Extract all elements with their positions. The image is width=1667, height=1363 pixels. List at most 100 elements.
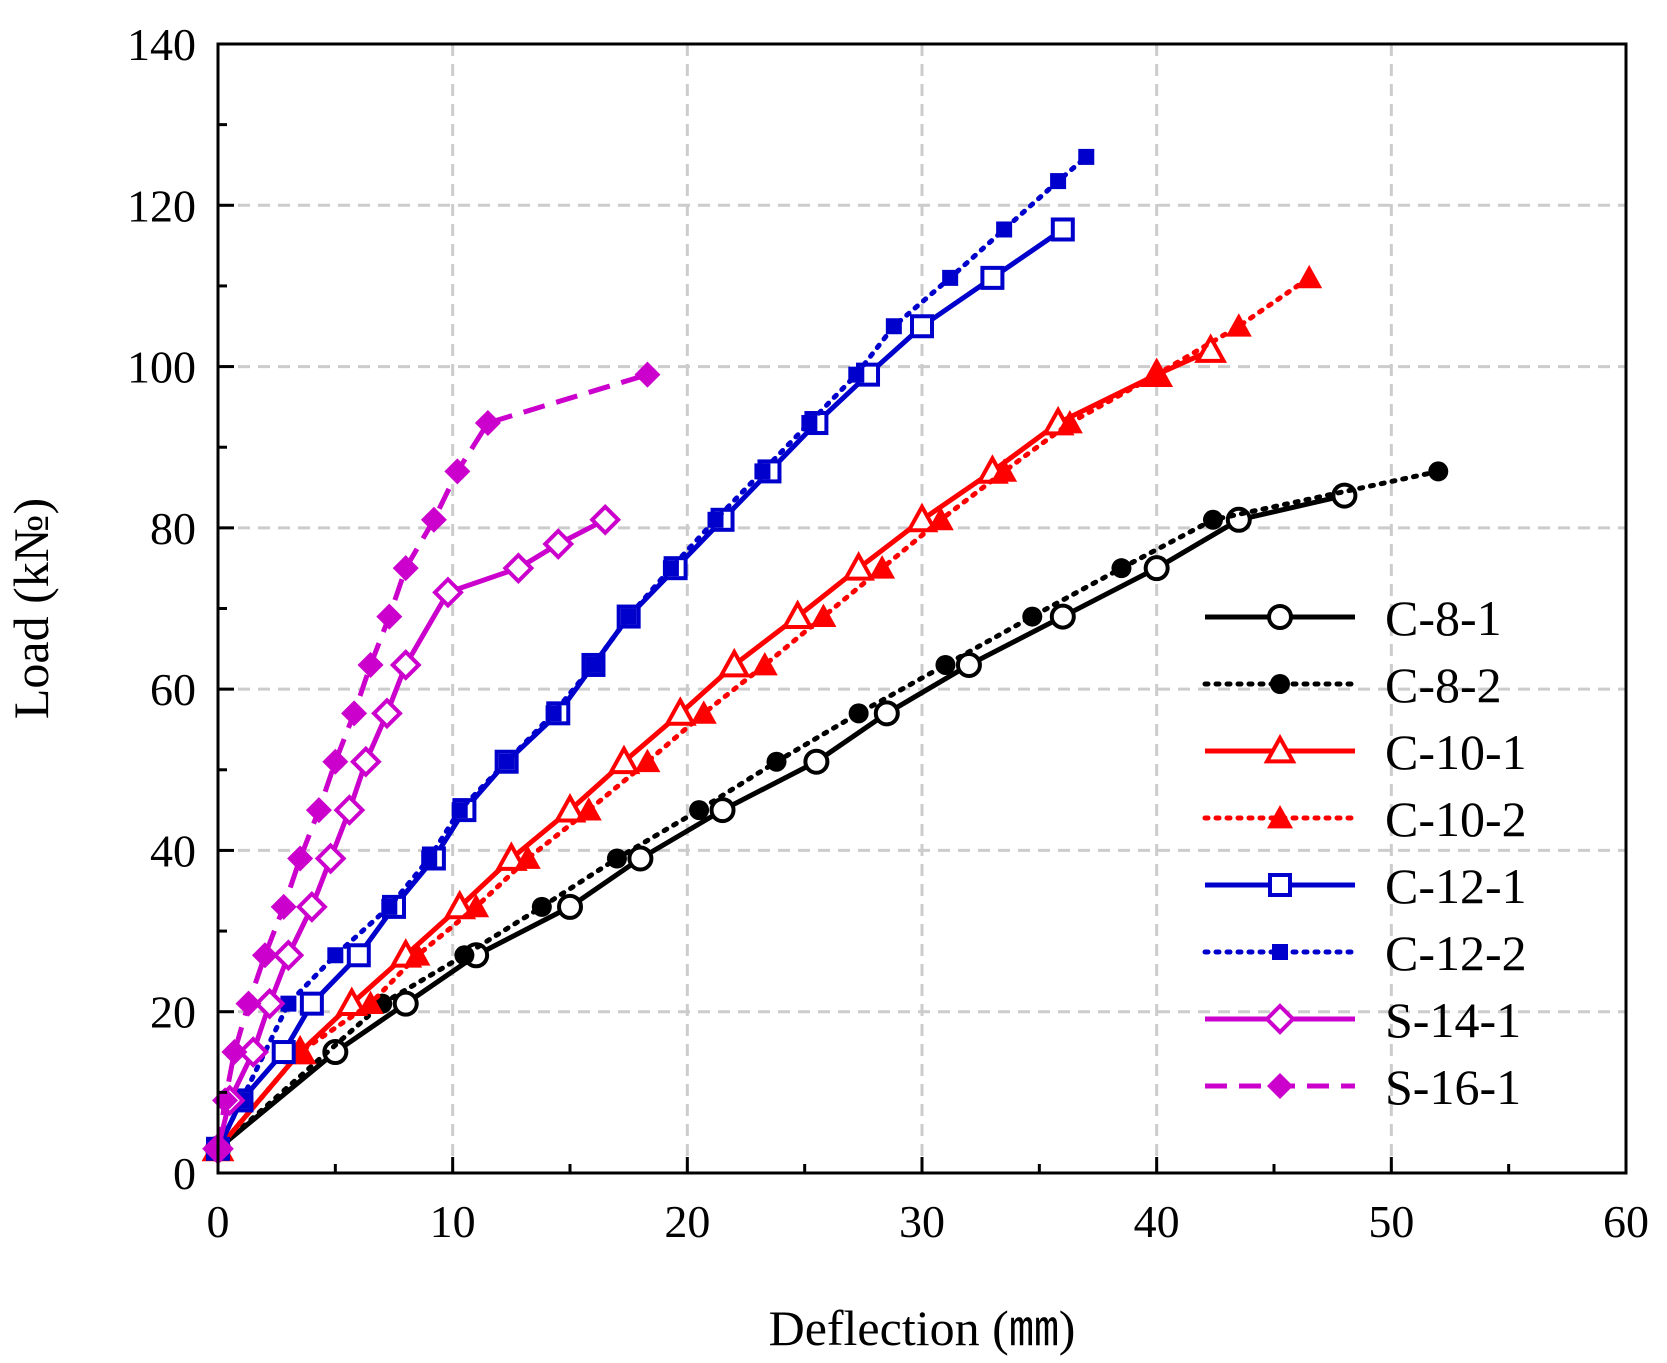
- data-point-s-16-1: [420, 506, 447, 533]
- legend-marker-c-8-1: [1267, 604, 1293, 630]
- y-tick-label: 100: [127, 342, 196, 393]
- data-point-c-8-2: [454, 945, 475, 966]
- data-point-s-14-1: [296, 891, 328, 923]
- data-point-c-12-2: [885, 318, 902, 335]
- y-tick-label: 80: [150, 503, 196, 554]
- data-point-s-16-1: [251, 942, 278, 969]
- series-c-8-1: [205, 482, 1358, 1162]
- data-point-c-8-2: [848, 703, 869, 724]
- legend-marker-c-8-2: [1270, 674, 1290, 694]
- y-tick-label: 0: [173, 1148, 196, 1199]
- data-point-c-10-1: [842, 551, 876, 581]
- data-point-c-8-2: [606, 848, 627, 869]
- legend: C-8-1 C-8-2 C-10-1 C-10-2 C-12-1 C-12-2 S-14-1…: [1202, 590, 1527, 1115]
- data-point-s-16-1: [392, 555, 419, 582]
- data-point-c-12-1: [346, 943, 371, 968]
- data-point-s-16-1: [357, 651, 384, 678]
- data-point-c-8-1: [557, 893, 583, 920]
- data-point-c-12-1: [271, 1040, 296, 1065]
- data-point-s-14-1: [237, 1036, 270, 1068]
- data-point-s-16-1: [444, 458, 471, 485]
- data-point-c-12-2: [381, 898, 398, 915]
- legend-label-c-10-2: C-10-2: [1385, 791, 1527, 847]
- data-point-c-12-2: [801, 415, 818, 432]
- data-point-c-12-2: [848, 366, 865, 383]
- data-point-c-10-1: [553, 792, 587, 823]
- legend-item-c-8-1: C-8-1: [1205, 590, 1502, 646]
- data-point-c-8-1: [803, 748, 830, 775]
- data-point-s-16-1: [322, 748, 349, 775]
- data-point-c-12-2: [545, 705, 562, 722]
- data-point-c-10-2: [1056, 410, 1083, 434]
- data-point-c-8-2: [1428, 461, 1449, 482]
- data-point-c-10-2: [810, 603, 837, 627]
- data-point-s-16-1: [376, 603, 403, 630]
- legend-marker-c-12-1: [1268, 873, 1292, 897]
- data-point-c-8-2: [1111, 558, 1132, 579]
- data-point-c-12-2: [585, 656, 602, 673]
- x-tick-label: 10: [430, 1196, 476, 1247]
- legend-item-c-12-2: C-12-2: [1202, 925, 1527, 981]
- data-point-c-8-2: [766, 751, 787, 772]
- legend-item-s-16-1: S-16-1: [1205, 1059, 1521, 1115]
- data-point-c-10-1: [663, 696, 697, 726]
- data-point-c-10-1: [905, 502, 939, 533]
- tick-labels: 0 10 20 30 40 50 60 0 20 40 60 80 100 120 140: [127, 19, 1649, 1247]
- x-tick-label: 50: [1368, 1196, 1414, 1247]
- x-axis-title: Deflection (㎜): [769, 1300, 1076, 1356]
- data-point-s-16-1: [305, 797, 332, 824]
- data-point-s-14-1: [589, 503, 622, 536]
- data-point-c-10-2: [463, 893, 490, 918]
- data-point-c-10-2: [404, 942, 431, 966]
- series-s-14-1: [202, 503, 622, 1165]
- data-point-s-14-1: [314, 842, 347, 875]
- data-point-c-8-1: [873, 700, 900, 727]
- y-tick-label: 120: [127, 180, 196, 231]
- legend-label-c-12-2: C-12-2: [1385, 925, 1527, 981]
- data-point-c-8-2: [935, 654, 956, 675]
- y-axis-title: Load (k№): [3, 498, 59, 719]
- data-point-c-8-2: [689, 800, 710, 821]
- data-point-c-12-2: [620, 608, 637, 625]
- data-point-c-12-2: [421, 850, 438, 867]
- series-layer: [201, 148, 1449, 1165]
- legend-marker-s-14-1: [1264, 1003, 1296, 1035]
- data-point-c-8-2: [1202, 509, 1223, 530]
- y-tick-label: 40: [150, 825, 196, 876]
- data-point-c-12-1: [980, 265, 1005, 290]
- x-tick-label: 30: [899, 1196, 945, 1247]
- data-point-c-12-2: [1078, 148, 1095, 165]
- data-point-c-10-2: [1225, 313, 1252, 337]
- legend-marker-c-10-2: [1267, 805, 1293, 829]
- data-point-s-14-1: [272, 939, 305, 972]
- legend-item-c-10-2: C-10-2: [1202, 791, 1527, 847]
- data-point-s-16-1: [634, 361, 661, 388]
- data-point-c-8-1: [1049, 603, 1076, 630]
- legend-marker-s-16-1: [1267, 1073, 1293, 1099]
- data-point-c-12-2: [280, 995, 297, 1012]
- x-tick-label: 40: [1134, 1196, 1180, 1247]
- legend-item-c-8-2: C-8-2: [1202, 657, 1502, 713]
- data-point-c-12-2: [707, 511, 724, 528]
- data-point-c-12-1: [910, 314, 934, 339]
- data-point-s-16-1: [474, 410, 501, 437]
- data-point-c-8-2: [1022, 606, 1043, 627]
- data-point-s-16-1: [287, 845, 314, 872]
- data-point-s-16-1: [235, 990, 262, 1017]
- data-point-c-12-2: [451, 802, 468, 819]
- data-point-s-14-1: [432, 576, 464, 609]
- legend-label-c-8-1: C-8-1: [1385, 590, 1502, 646]
- data-point-c-10-2: [1143, 361, 1170, 386]
- data-point-c-12-2: [1050, 173, 1067, 190]
- x-tick-label: 20: [664, 1196, 710, 1247]
- legend-label-s-16-1: S-16-1: [1385, 1059, 1521, 1115]
- data-point-s-14-1: [371, 697, 403, 730]
- legend-item-c-10-1: C-10-1: [1205, 724, 1527, 780]
- x-tick-label: 60: [1603, 1196, 1649, 1247]
- data-point-c-10-2: [634, 748, 661, 773]
- x-tick-label: 0: [207, 1196, 230, 1247]
- series-line-c-8-1: [216, 493, 1345, 1151]
- data-point-s-14-1: [389, 649, 422, 681]
- data-point-c-10-2: [991, 458, 1018, 482]
